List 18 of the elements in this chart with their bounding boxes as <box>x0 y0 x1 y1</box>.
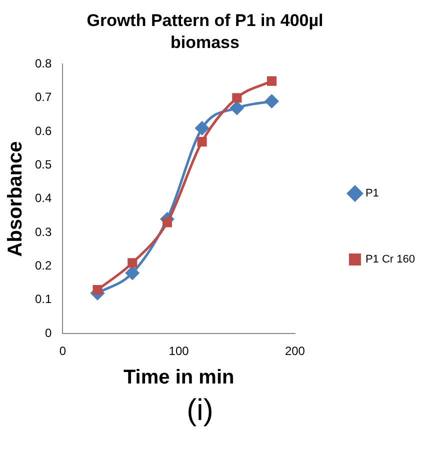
x-tick-label: 0 <box>59 344 66 358</box>
x-tick-label: 100 <box>168 344 190 358</box>
x-tick-label: 200 <box>284 344 306 358</box>
x-axis-title: Time in min <box>123 366 234 389</box>
y-tick-label: 0.7 <box>34 90 52 104</box>
y-tick-label: 0.6 <box>34 124 52 138</box>
y-tick-label: 0 <box>44 326 52 340</box>
chart-title: Growth Pattern of P1 in 400µl biomass <box>86 10 324 54</box>
y-tick-label: 0.3 <box>34 224 52 239</box>
legend-label: P1 <box>365 188 379 200</box>
y-tick-label: 0.8 <box>34 56 52 71</box>
legend-label: P1 Cr 160 <box>365 254 416 266</box>
y-tick-label: 0.2 <box>34 258 52 273</box>
y-tick-label: 0.4 <box>34 191 52 206</box>
y-tick-label: 0.5 <box>34 158 52 172</box>
y-axis-title: Absorbance <box>4 141 27 257</box>
text: (i) <box>186 394 214 428</box>
y-tick-label: 0.1 <box>34 292 52 306</box>
